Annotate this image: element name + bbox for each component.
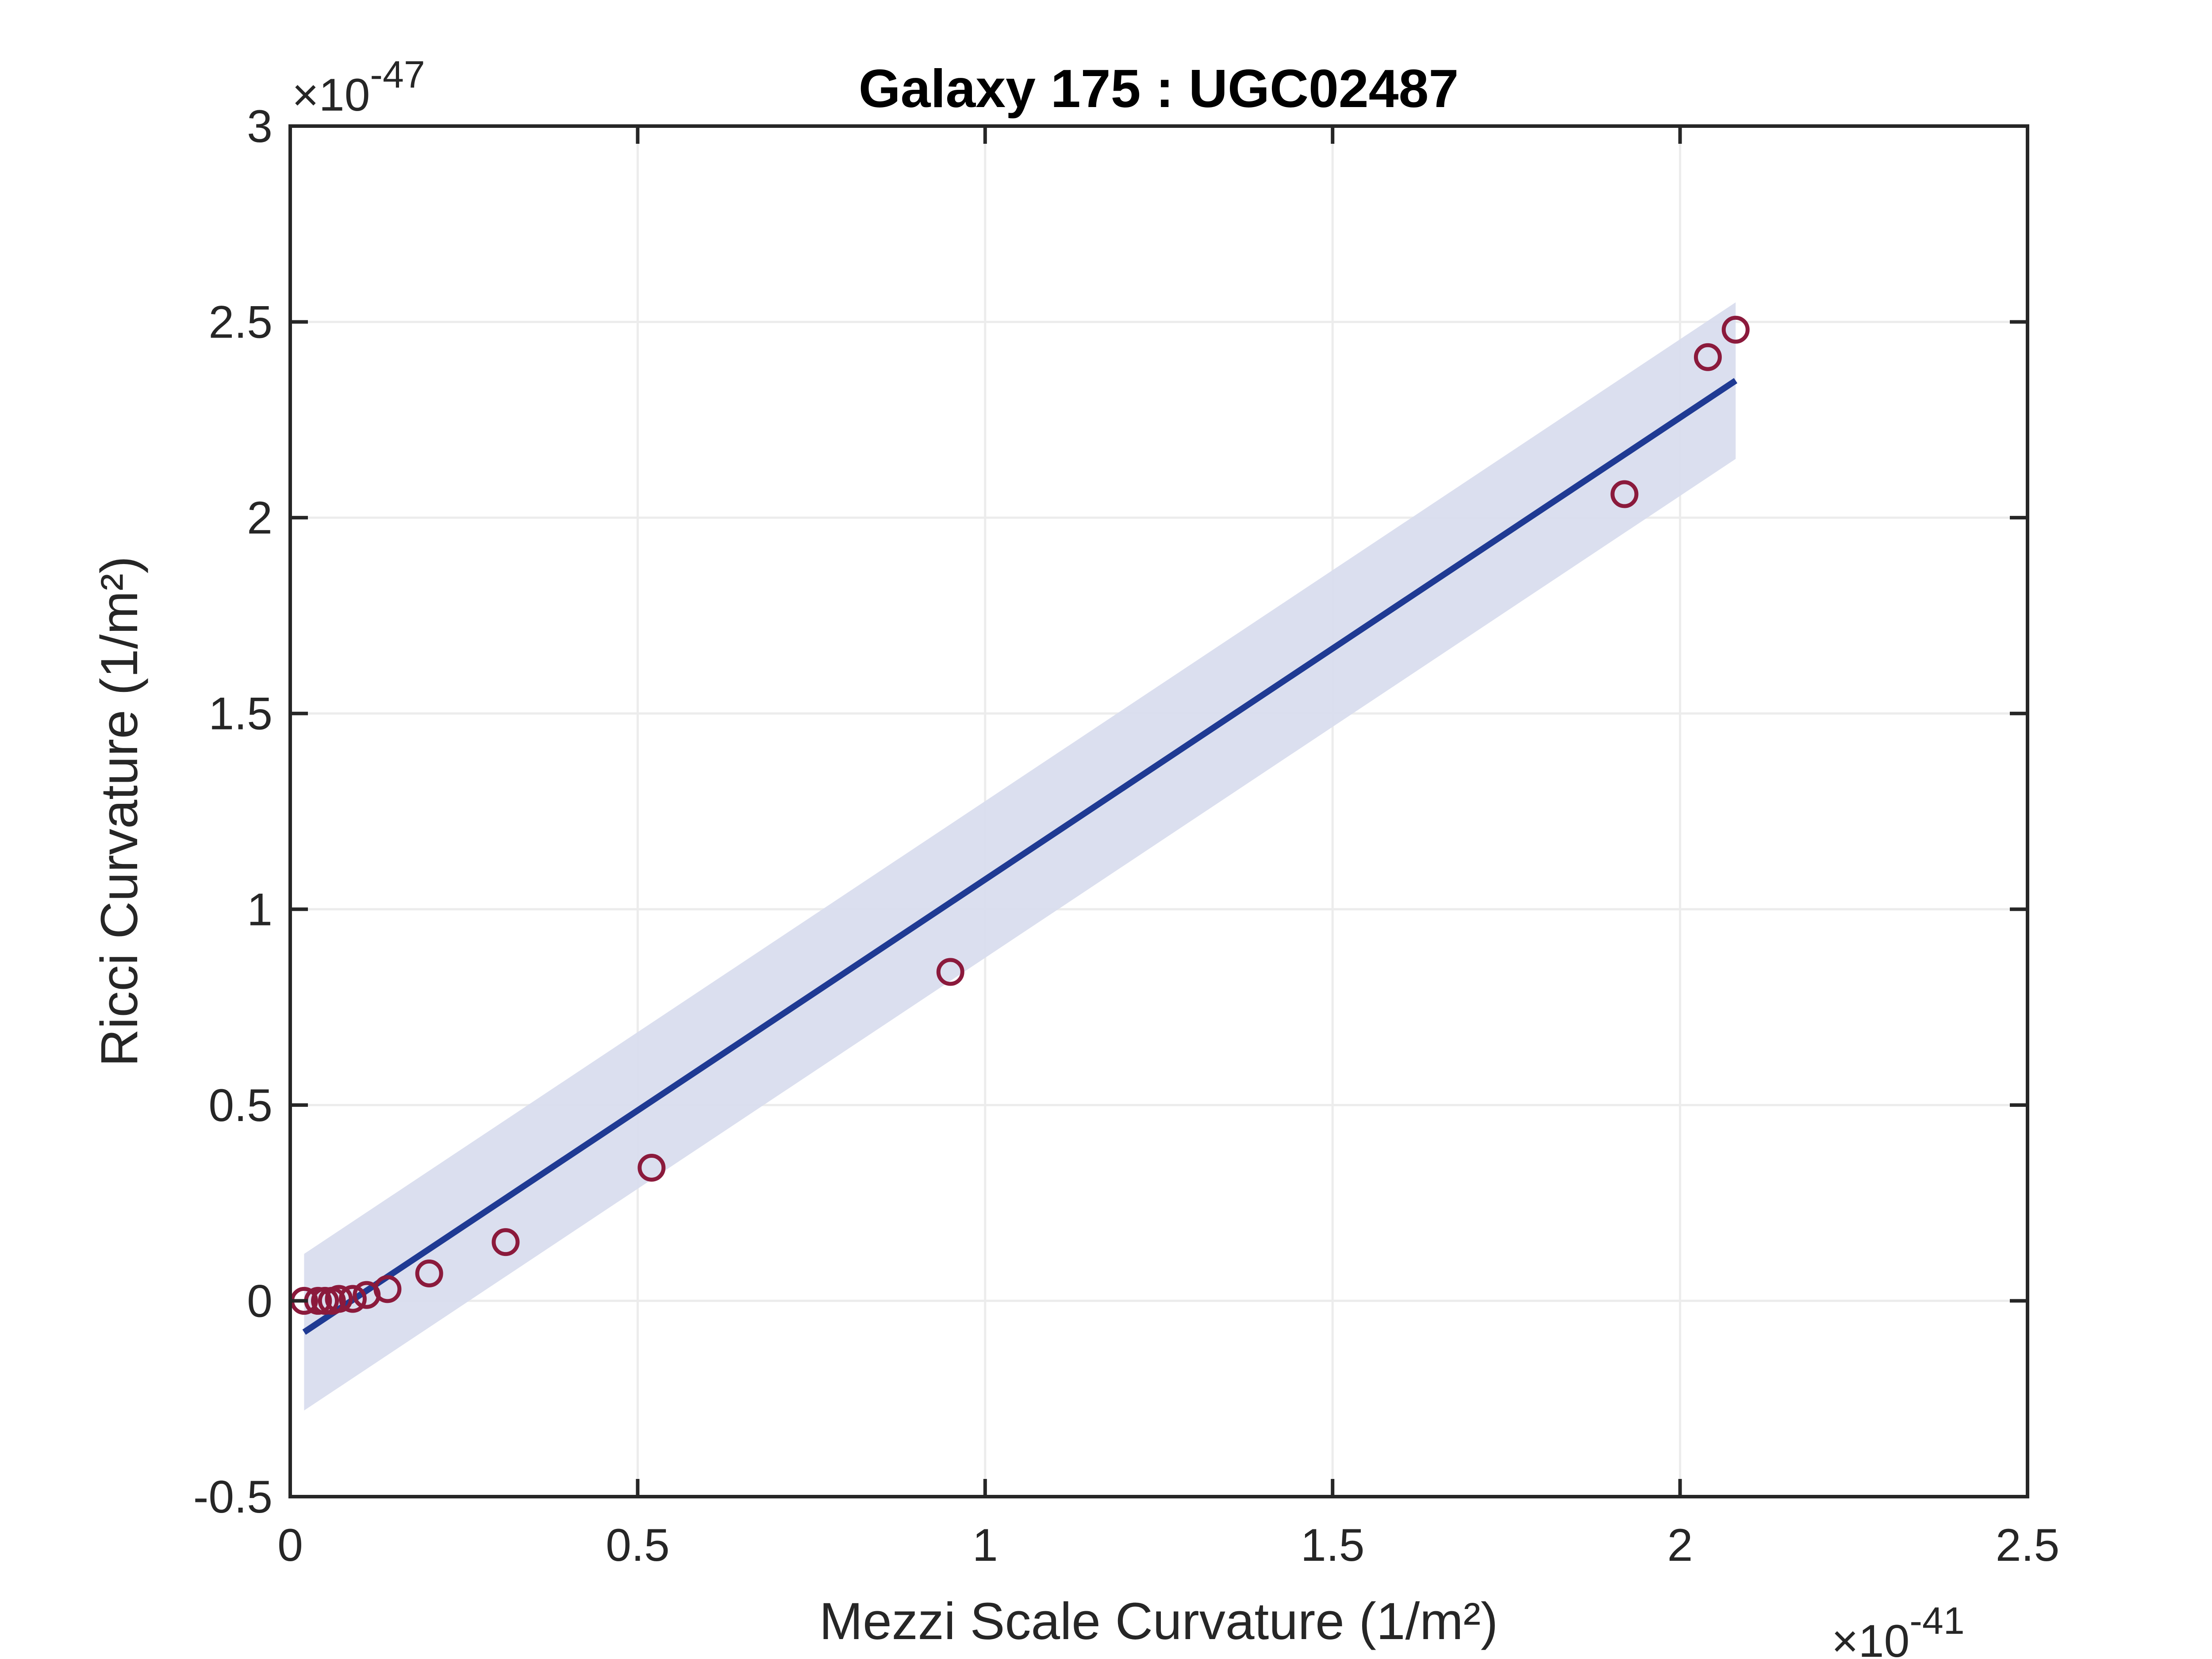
- x-exponent-base: ×10: [1832, 1616, 1909, 1659]
- x-tick-label: 1.5: [1301, 1520, 1365, 1571]
- x-tick-labels: 0 0.5 1 1.5 2 2.5: [277, 1520, 2059, 1571]
- data-point: [492, 1228, 520, 1256]
- x-axis-exponent: ×10-41: [1832, 1600, 1965, 1659]
- data-point: [415, 1259, 443, 1287]
- y-tick-label: 0.5: [208, 1080, 273, 1131]
- data-point: [1721, 315, 1750, 344]
- fit-line: [302, 378, 1738, 1335]
- x-tick-label: 0: [277, 1520, 303, 1571]
- x-tick-label: 0.5: [606, 1520, 670, 1571]
- y-tick-labels: -0.5 0 0.5 1 1.5 2 2.5 3: [193, 101, 273, 1523]
- y-axis-label: Ricci Curvature (1/m²): [90, 556, 149, 1067]
- data-point: [325, 1285, 353, 1313]
- axes-box: [288, 124, 2029, 1498]
- y-tick-label: 1.5: [208, 688, 273, 740]
- data-point: [1610, 480, 1639, 508]
- data-point: [373, 1275, 402, 1303]
- x-tick-label: 2: [1667, 1520, 1693, 1571]
- data-point: [936, 958, 964, 986]
- x-tick-label: 1: [972, 1520, 998, 1571]
- y-exponent-base: ×10: [292, 69, 370, 121]
- y-tick-label: -0.5: [193, 1471, 273, 1523]
- x-axis-label: Mezzi Scale Curvature (1/m²): [819, 1592, 1498, 1651]
- data-point: [338, 1285, 367, 1313]
- chart-title: Galaxy 175 : UGC02487: [859, 58, 1459, 119]
- y-axis-exponent: ×10-47: [292, 54, 425, 121]
- y-tick-label: 2.5: [208, 297, 273, 348]
- data-point: [1694, 343, 1722, 371]
- y-tick-label: 2: [247, 492, 273, 544]
- plot-frame: [288, 124, 2029, 1498]
- y-tick-label: 3: [247, 101, 273, 152]
- fit-line-layer: [302, 378, 1738, 1335]
- x-exponent-power: -41: [1909, 1600, 1964, 1642]
- y-exponent-power: -47: [370, 54, 425, 96]
- y-tick-label: 1: [247, 884, 273, 935]
- y-tick-label: 0: [247, 1275, 273, 1327]
- data-point: [637, 1153, 666, 1182]
- x-tick-label: 2.5: [1996, 1520, 2060, 1571]
